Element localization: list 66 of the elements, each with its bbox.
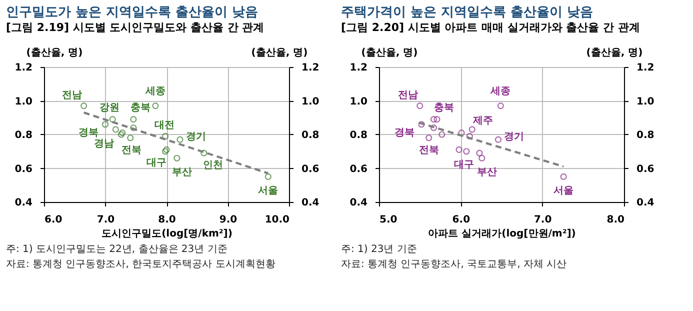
x-tick-label: 7.0 <box>534 214 552 226</box>
x-tick-label: 6.0 <box>452 214 470 226</box>
annotation: 부산 <box>172 167 192 178</box>
annotation: 전북 <box>121 144 142 156</box>
y2-tick-label: 1.0 <box>636 96 654 108</box>
annotation: 강원 <box>100 102 120 114</box>
annotation: 충북 <box>434 102 454 114</box>
text: 주: 1) 도시인구밀도는 22년, 출산율은 23년 기준 <box>6 244 228 255</box>
y2-axis-title: (출산율, 명) <box>586 48 643 58</box>
chart-subtitle: [그림 2.19] 시도별 도시인구밀도와 출산율 간 관계 <box>6 21 264 34</box>
y-tick-label: 1.2 <box>350 62 368 74</box>
x-tick-label: 9.0 <box>219 214 238 226</box>
y-tick-label: 0.4 <box>350 198 368 208</box>
y-tick-label: 0.8 <box>350 130 368 141</box>
y-tick-label: 1.0 <box>350 96 368 108</box>
chart-title: 인구밀도가 높은 지역일수록 출산율이 낮음 <box>6 5 258 20</box>
annotation: 충북 <box>130 102 150 114</box>
annotation: 서울 <box>554 186 574 197</box>
x-tick-label: 7.0 <box>96 214 115 226</box>
x-tick-label: 10.0 <box>264 214 290 226</box>
y-tick-label: 1.0 <box>14 96 33 108</box>
y2-tick-label: 0.8 <box>302 130 320 141</box>
y-tick-label: 1.2 <box>14 62 33 74</box>
y-axis-title: (출산율, 명) <box>361 48 418 58</box>
annotation: 제주 <box>472 115 494 126</box>
annotation: 전북 <box>418 144 439 156</box>
y2-tick-label: 1.0 <box>302 96 320 108</box>
y2-tick-label: 1.2 <box>302 62 320 74</box>
x-tick-label: 8.0 <box>606 214 625 226</box>
y-tick-label: 0.8 <box>14 130 33 141</box>
y-axis-title: (출산율, 명) <box>26 48 83 58</box>
y2-tick-label: 1.2 <box>636 62 654 74</box>
y2-axis-title: (출산율, 명) <box>251 48 308 58</box>
annotation: 인천 <box>202 160 223 172</box>
y-tick-label: 0.6 <box>14 164 33 175</box>
x-tick-label: 8.0 <box>158 214 176 226</box>
annotation: 경북 <box>394 127 414 138</box>
annotation: 경북 <box>78 127 98 138</box>
annotation: 경기 <box>186 132 206 143</box>
annotation: 서울 <box>258 186 278 197</box>
y2-tick-label: 0.6 <box>302 164 320 175</box>
text: 자료: 통계청 인구동향조사, 한국토지주택공사 도시계획현황 <box>6 259 276 270</box>
text: 자료: 통계청 인구동향조사, 국토교통부, 자체 시산 <box>341 259 567 270</box>
y-tick-label: 0.6 <box>350 164 368 175</box>
x-tick-label: 6.0 <box>44 214 62 226</box>
annotation: 전남 <box>62 90 82 101</box>
annotation: 경남 <box>94 138 114 150</box>
y-tick-label: 0.4 <box>14 198 33 208</box>
text: 주: 1) 23년 기준 <box>341 244 417 255</box>
y2-tick-label: 0.4 <box>636 198 654 208</box>
annotation: 경기 <box>504 132 524 143</box>
annotation: 전남 <box>398 90 418 101</box>
annotation: 대전 <box>154 120 174 132</box>
x-tick-label: 5.0 <box>380 214 398 226</box>
annotation: 세종 <box>490 86 511 97</box>
x-axis-title: 도시인구밀도(log[명/km²]) <box>102 228 232 240</box>
chart-subtitle: [그림 2.20] 시도별 아파트 매매 실거래가와 출산율 간 관계 <box>341 21 640 34</box>
annotation: 대구 <box>454 160 474 171</box>
y2-tick-label: 0.6 <box>636 164 654 175</box>
chart-title: 주택가격이 높은 지역일수록 출산율이 낮음 <box>341 5 594 20</box>
y2-tick-label: 0.8 <box>636 130 654 141</box>
annotation: 부산 <box>476 167 497 178</box>
annotation: 대구 <box>146 157 166 168</box>
x-axis-title: 아파트 실거래가(log[만원/m²]) <box>428 228 576 240</box>
y2-tick-label: 0.4 <box>302 198 320 208</box>
annotation: 세종 <box>144 86 166 97</box>
